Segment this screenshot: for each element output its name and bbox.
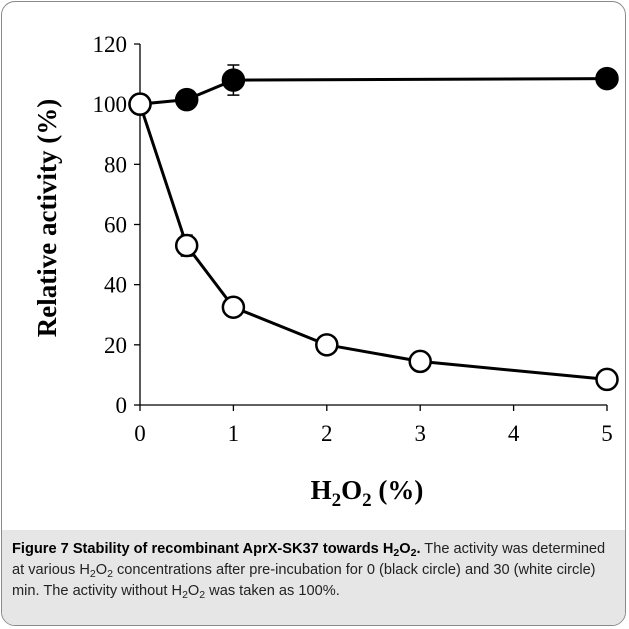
data-point bbox=[221, 68, 246, 92]
y-tick-label: 40 bbox=[104, 273, 127, 298]
x-tick-label: 2 bbox=[321, 421, 333, 446]
data-point bbox=[408, 349, 432, 374]
chart-marks bbox=[128, 64, 619, 392]
chart-area: 0 20 40 60 80 100 120 0 1 2 3 4 5 Relative activity … bbox=[2, 2, 625, 530]
data-point bbox=[595, 66, 619, 91]
y-axis-label: Relative activity (%) bbox=[32, 99, 62, 337]
data-point bbox=[595, 367, 619, 392]
data-point bbox=[174, 233, 199, 258]
caption-body: The activity was determined at various H… bbox=[12, 541, 606, 601]
x-tick-label: 4 bbox=[508, 421, 520, 446]
y-tick-label: 80 bbox=[104, 152, 127, 177]
y-tick-label: 120 bbox=[93, 32, 128, 57]
y-tick-label: 20 bbox=[104, 333, 127, 358]
y-tick-label: 100 bbox=[93, 92, 128, 117]
line-chart: 0 20 40 60 80 100 120 0 1 2 3 4 5 Relative activity … bbox=[32, 32, 619, 511]
series-line bbox=[139, 77, 608, 106]
x-tick-label: 1 bbox=[228, 421, 240, 446]
caption-title: Figure 7 Stability of recombinant AprX-S… bbox=[12, 541, 421, 559]
data-point bbox=[315, 333, 339, 357]
x-axis-label: H2O2 (%) bbox=[311, 475, 424, 511]
y-tick-label: 60 bbox=[104, 213, 127, 238]
data-point bbox=[174, 87, 199, 112]
data-point bbox=[221, 295, 246, 319]
x-tick-label: 5 bbox=[601, 421, 613, 446]
data-point bbox=[128, 92, 152, 116]
series-2 bbox=[128, 92, 619, 392]
figure-caption: Figure 7 Stability of recombinant AprX-S… bbox=[2, 530, 625, 625]
axes: 0 20 40 60 80 100 120 0 1 2 3 4 5 bbox=[93, 32, 613, 446]
x-tick-label: 3 bbox=[414, 421, 426, 446]
y-tick-label: 0 bbox=[116, 393, 128, 418]
series-line bbox=[138, 103, 608, 381]
x-tick-label: 0 bbox=[134, 421, 146, 446]
series-1 bbox=[128, 64, 619, 116]
